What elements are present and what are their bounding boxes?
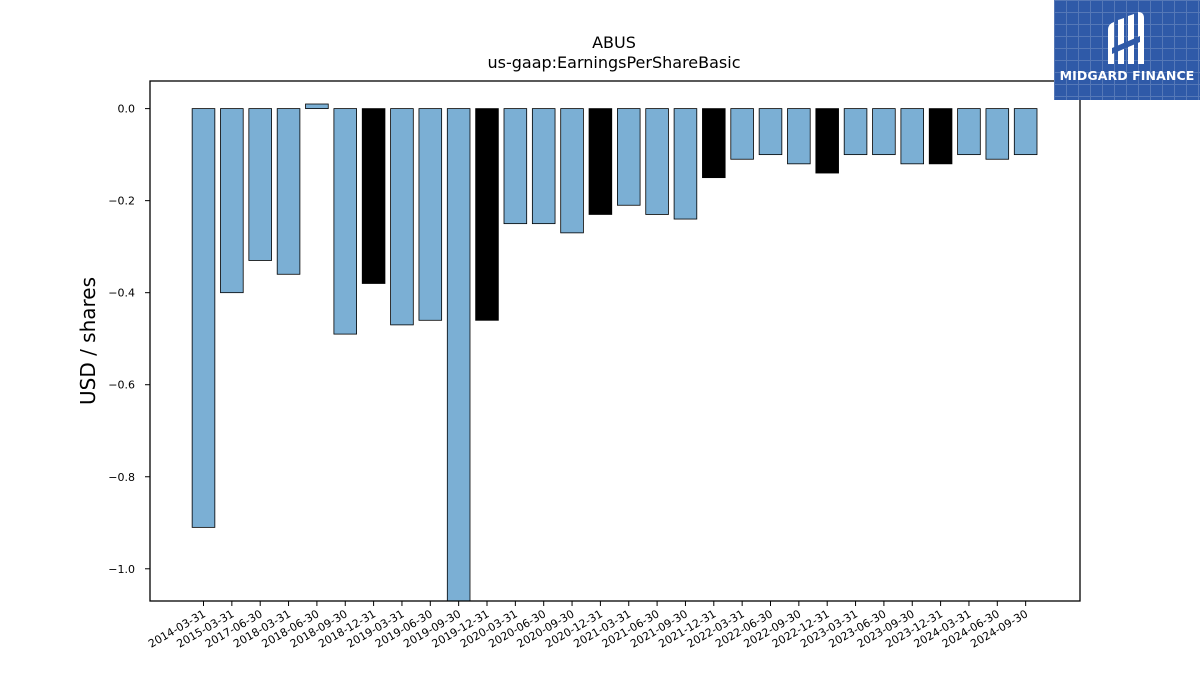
bar-2017-06-30 [248, 108, 272, 261]
bar-2019-03-31 [390, 108, 414, 326]
bar-2022-09-30 [787, 108, 811, 165]
logo-grid-pattern [1054, 0, 1200, 100]
y-tick-label: −0.8 [108, 471, 135, 484]
bar-2021-06-30 [645, 108, 669, 215]
bar-2023-09-30 [900, 108, 925, 165]
x-axis: 2014-03-312015-03-312017-06-302018-03-31… [146, 601, 1030, 651]
bar-2023-06-30 [872, 108, 896, 156]
bar-2019-09-30 [446, 108, 471, 602]
y-axis-label: USD / shares [76, 277, 100, 405]
bar-2019-06-30 [418, 108, 443, 321]
y-tick-label: 0.0 [118, 103, 136, 116]
bar-2022-06-30 [758, 108, 783, 156]
y-axis: 0.0 −0.2 −0.4 −0.6 −0.8 −1.0 [108, 103, 150, 576]
chart-title: ABUS [592, 33, 636, 52]
bar-2018-12-31 [361, 108, 386, 284]
bar-2021-12-31 [702, 108, 726, 179]
y-tick-label: −0.4 [108, 287, 135, 300]
bar-2020-12-31 [588, 108, 613, 215]
midgard-logo-icon [1108, 12, 1144, 64]
plot-frame [149, 80, 1081, 602]
bar-2022-12-31 [815, 108, 839, 174]
y-tick-label: −0.6 [108, 379, 135, 392]
y-tick-label: −1.0 [108, 563, 135, 576]
bar-2014-03-31 [191, 108, 216, 528]
bar-2015-03-31 [220, 108, 244, 294]
bar-2018-06-30 [305, 103, 329, 110]
bars-group [191, 103, 1038, 602]
bar-2021-09-30 [673, 108, 698, 220]
y-tick-label: −0.2 [108, 195, 135, 208]
bar-2018-03-31 [276, 108, 301, 275]
bar-2023-03-31 [843, 108, 868, 156]
bar-2020-06-30 [531, 108, 556, 225]
bar-2021-03-31 [617, 108, 641, 206]
logo-text: MIDGARD FINANCE [1059, 68, 1195, 83]
bar-2022-03-31 [730, 108, 754, 160]
chart-subtitle: us-gaap:EarningsPerShareBasic [487, 53, 740, 72]
bar-2018-09-30 [333, 108, 357, 335]
bar-2024-03-31 [957, 108, 981, 156]
bar-2024-06-30 [985, 108, 1010, 160]
bar-2020-09-30 [560, 108, 584, 234]
brand-logo: MIDGARD FINANCE [1054, 0, 1200, 100]
bar-2024-09-30 [1013, 108, 1038, 156]
bar-2023-12-31 [928, 108, 953, 165]
bar-2019-12-31 [475, 108, 499, 321]
bar-2020-03-31 [503, 108, 528, 225]
